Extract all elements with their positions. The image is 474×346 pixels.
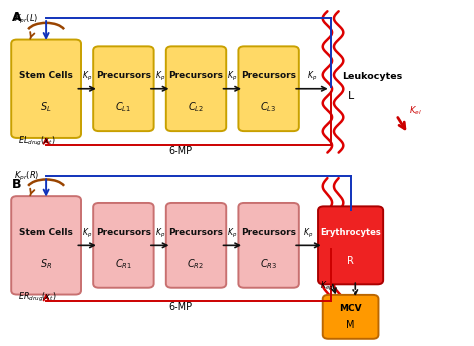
Text: $C_{L1}$: $C_{L1}$ bbox=[115, 101, 131, 115]
FancyBboxPatch shape bbox=[238, 203, 299, 288]
Text: Precursors: Precursors bbox=[241, 71, 296, 80]
Text: B: B bbox=[12, 178, 22, 191]
Text: $K_p$: $K_p$ bbox=[82, 70, 92, 83]
FancyBboxPatch shape bbox=[11, 196, 81, 294]
FancyBboxPatch shape bbox=[11, 39, 81, 138]
Text: Leukocytes: Leukocytes bbox=[342, 72, 402, 81]
Text: L: L bbox=[348, 91, 354, 101]
Text: $EL_{drug}(x_t)$: $EL_{drug}(x_t)$ bbox=[18, 135, 55, 148]
Text: $K_p$: $K_p$ bbox=[155, 70, 165, 83]
Text: $C_{R1}$: $C_{R1}$ bbox=[115, 257, 132, 271]
Text: $S_L$: $S_L$ bbox=[40, 101, 52, 115]
Text: $K_p$: $K_p$ bbox=[82, 227, 92, 240]
Text: $C_{R3}$: $C_{R3}$ bbox=[260, 257, 277, 271]
Text: Erythrocytes: Erythrocytes bbox=[320, 228, 381, 237]
Text: $K_{pr}(L)$: $K_{pr}(L)$ bbox=[15, 13, 39, 26]
Text: $ER_{drug}(x_t)$: $ER_{drug}(x_t)$ bbox=[18, 291, 56, 304]
Text: $K_p$: $K_p$ bbox=[227, 70, 237, 83]
Text: 6-MP: 6-MP bbox=[169, 146, 193, 156]
Text: $K_p$: $K_p$ bbox=[303, 227, 313, 240]
Text: Precursors: Precursors bbox=[96, 71, 151, 80]
Text: $K_{el}$: $K_{el}$ bbox=[410, 104, 422, 117]
FancyBboxPatch shape bbox=[166, 46, 226, 131]
Text: 6-MP: 6-MP bbox=[169, 302, 193, 312]
Text: $C_{L3}$: $C_{L3}$ bbox=[260, 101, 277, 115]
Text: Stem Cells: Stem Cells bbox=[19, 228, 73, 237]
Text: R: R bbox=[347, 256, 354, 266]
Text: $K_p$: $K_p$ bbox=[155, 227, 165, 240]
Text: $K_p$: $K_p$ bbox=[307, 70, 317, 83]
Text: Precursors: Precursors bbox=[96, 228, 151, 237]
FancyBboxPatch shape bbox=[238, 46, 299, 131]
FancyBboxPatch shape bbox=[93, 46, 154, 131]
FancyBboxPatch shape bbox=[318, 206, 383, 284]
Text: Precursors: Precursors bbox=[169, 71, 224, 80]
Text: Stem Cells: Stem Cells bbox=[19, 71, 73, 80]
Text: M: M bbox=[346, 320, 355, 330]
Text: A: A bbox=[12, 11, 22, 24]
Text: $C_{R2}$: $C_{R2}$ bbox=[187, 257, 205, 271]
Text: $K_p$: $K_p$ bbox=[227, 227, 237, 240]
Text: $S_R$: $S_R$ bbox=[40, 257, 52, 271]
FancyBboxPatch shape bbox=[93, 203, 154, 288]
FancyBboxPatch shape bbox=[166, 203, 226, 288]
Text: $K_{ep}$: $K_{ep}$ bbox=[320, 280, 334, 293]
Text: Precursors: Precursors bbox=[241, 228, 296, 237]
FancyBboxPatch shape bbox=[323, 295, 378, 339]
Text: $K_{pr}(R)$: $K_{pr}(R)$ bbox=[15, 170, 40, 183]
Text: Precursors: Precursors bbox=[169, 228, 224, 237]
Text: $C_{L2}$: $C_{L2}$ bbox=[188, 101, 204, 115]
Text: MCV: MCV bbox=[339, 304, 362, 313]
